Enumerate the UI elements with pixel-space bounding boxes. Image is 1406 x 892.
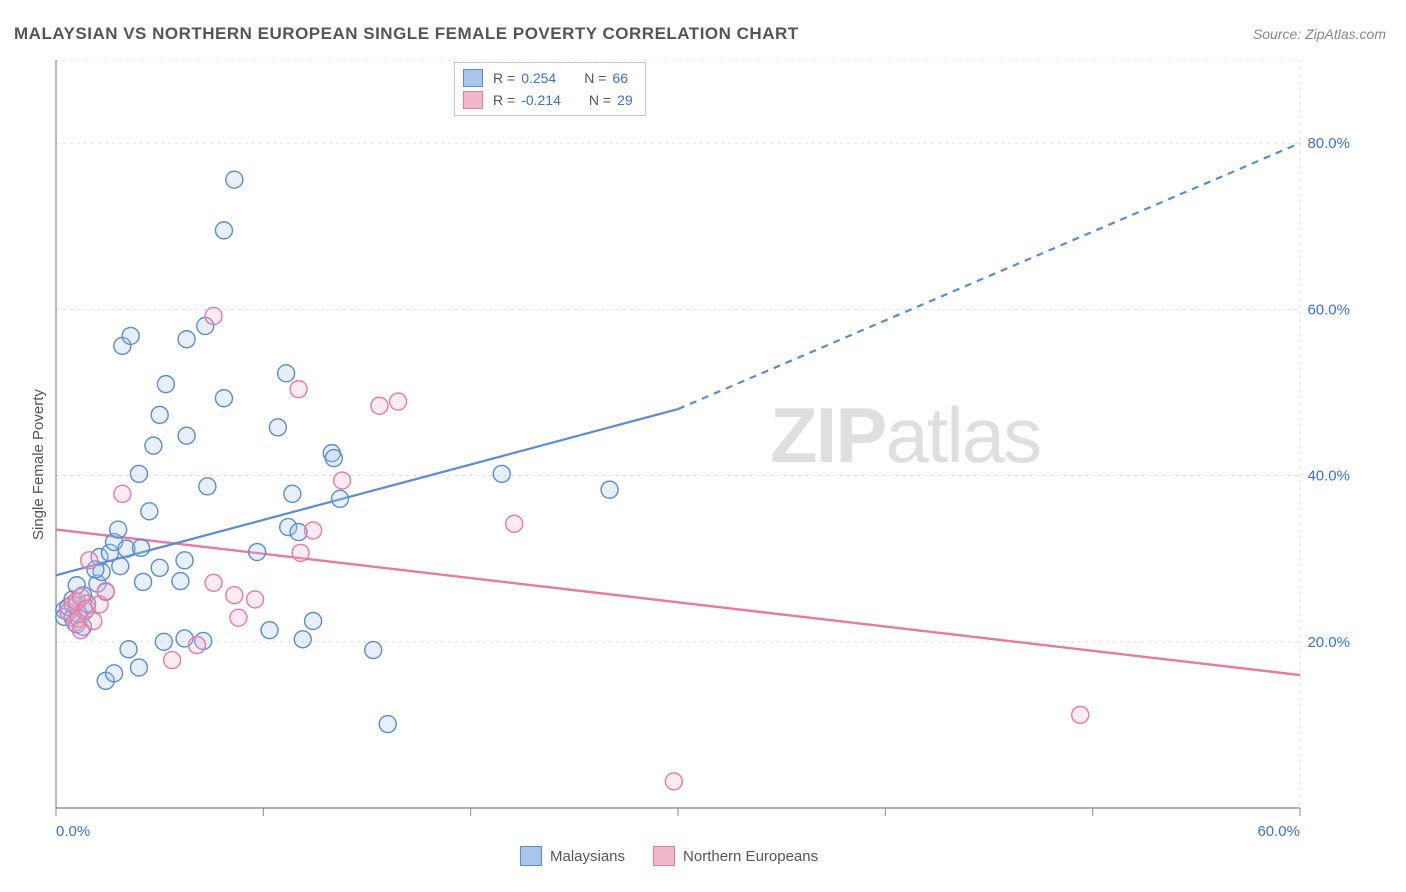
- series-legend: Malaysians Northern Europeans: [520, 846, 818, 866]
- chart-title: MALAYSIAN VS NORTHERN EUROPEAN SINGLE FE…: [14, 24, 799, 44]
- swatch-b: [463, 91, 483, 109]
- source-label: Source: ZipAtlas.com: [1253, 26, 1386, 42]
- svg-text:80.0%: 80.0%: [1307, 135, 1350, 152]
- y-axis-label: Single Female Poverty: [30, 389, 47, 540]
- svg-text:60.0%: 60.0%: [1257, 823, 1300, 840]
- correlation-legend: R = 0.254 N = 66 R = -0.214 N = 29: [454, 62, 646, 116]
- swatch-b-bottom: [653, 846, 675, 866]
- r-label: R =: [493, 70, 515, 86]
- swatch-a: [463, 69, 483, 87]
- svg-text:0.0%: 0.0%: [56, 823, 90, 840]
- n-value-a: 66: [612, 70, 628, 86]
- r-value-a: 0.254: [521, 70, 556, 86]
- legend-row-a: R = 0.254 N = 66: [463, 67, 633, 89]
- svg-text:40.0%: 40.0%: [1307, 468, 1350, 485]
- swatch-a-bottom: [520, 846, 542, 866]
- svg-text:20.0%: 20.0%: [1307, 634, 1350, 651]
- series-b-label: Northern Europeans: [683, 848, 818, 865]
- series-a-label: Malaysians: [550, 848, 625, 865]
- n-value-b: 29: [617, 92, 633, 108]
- scatter-plot: 20.0% 40.0% 60.0% 80.0% 0.0% 60.0%: [46, 60, 1406, 888]
- r-value-b: -0.214: [521, 92, 561, 108]
- svg-text:60.0%: 60.0%: [1307, 301, 1350, 318]
- r-label: R =: [493, 92, 515, 108]
- legend-row-b: R = -0.214 N = 29: [463, 89, 633, 111]
- chart-container: MALAYSIAN VS NORTHERN EUROPEAN SINGLE FE…: [0, 0, 1406, 892]
- n-label: N =: [584, 70, 606, 86]
- n-label: N =: [589, 92, 611, 108]
